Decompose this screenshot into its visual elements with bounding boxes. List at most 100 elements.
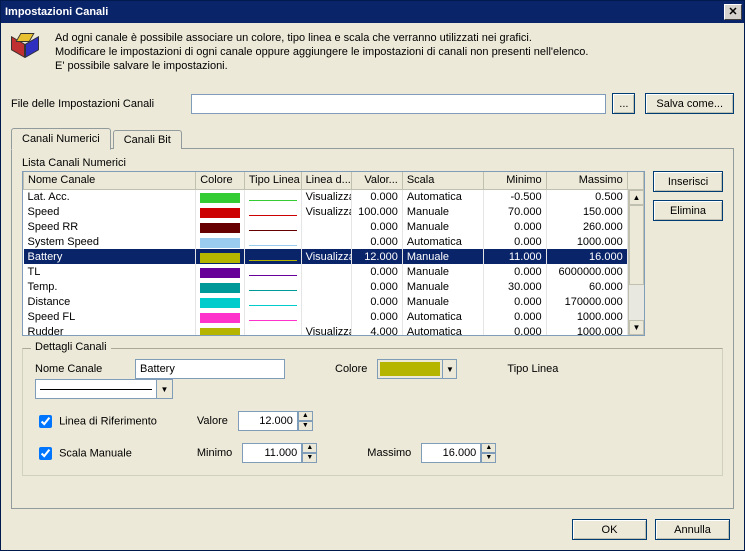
manual-scale-check[interactable] [39,447,52,460]
column-header[interactable]: Nome Canale [24,172,196,189]
table-cell: 60.000 [546,279,627,294]
table-cell: 0.000 [483,264,546,279]
table-row[interactable]: Distance0.000Manuale0.000170000.000 [24,294,644,309]
column-header[interactable]: Linea d... [301,172,352,189]
delete-button[interactable]: Elimina [653,200,723,221]
save-as-button[interactable]: Salva come... [645,93,734,114]
min-spinner[interactable]: ▲ ▼ [242,443,317,463]
grid-area: Nome CanaleColoreTipo LineaLinea d...Val… [22,171,645,336]
table-cell: 12.000 [352,249,403,264]
window-title: Impostazioni Canali [5,6,724,18]
table-row[interactable]: Speed FL0.000Automatica0.0001000.000 [24,309,644,324]
column-header[interactable]: Valor... [352,172,403,189]
table-row[interactable]: Lat. Acc.Visualizza0.000Automatica-0.500… [24,189,644,204]
file-label: File delle Impostazioni Canali [11,98,191,110]
table-cell: 0.000 [352,219,403,234]
min-label: Minimo [197,447,232,459]
max-spinner[interactable]: ▲ ▼ [421,443,496,463]
table-cell [244,264,301,279]
spin-down-icon[interactable]: ▼ [298,421,313,431]
line-type-combo[interactable]: ▼ [35,379,173,399]
spin-up-icon[interactable]: ▲ [298,411,313,421]
table-cell [301,279,352,294]
ok-button[interactable]: OK [572,519,647,540]
manual-scale-checkbox[interactable]: Scala Manuale [35,444,132,463]
line-type-value [36,380,156,398]
table-row[interactable]: TL0.000Manuale0.0006000000.000 [24,264,644,279]
cancel-button[interactable]: Annulla [655,519,730,540]
chevron-down-icon[interactable]: ▼ [156,380,172,398]
vertical-scrollbar[interactable]: ▲ ▼ [628,190,644,335]
max-input[interactable] [421,443,481,463]
table-row[interactable]: System Speed0.000Automatica0.0001000.000 [24,234,644,249]
column-header[interactable]: Tipo Linea [244,172,301,189]
scroll-down-icon[interactable]: ▼ [629,320,644,335]
max-label: Massimo [367,447,411,459]
intro-line: E' possibile salvare le impostazioni. [55,59,588,73]
table-cell: Speed RR [24,219,196,234]
spin-up-icon[interactable]: ▲ [302,443,317,453]
chevron-down-icon[interactable]: ▼ [442,360,456,378]
scroll-up-icon[interactable]: ▲ [629,190,644,205]
table-cell: 11.000 [483,249,546,264]
close-button[interactable]: ✕ [724,4,742,20]
column-header[interactable]: Massimo [546,172,627,189]
table-cell [196,234,245,249]
table-cell [301,234,352,249]
table-cell: 16.000 [546,249,627,264]
reference-line-checkbox[interactable]: Linea di Riferimento [35,412,157,431]
scroll-thumb[interactable] [629,205,644,285]
channel-grid[interactable]: Nome CanaleColoreTipo LineaLinea d...Val… [22,171,645,336]
table-cell: 170000.000 [546,294,627,309]
spin-down-icon[interactable]: ▼ [481,453,496,463]
file-path-input[interactable] [191,94,606,114]
table-cell [196,204,245,219]
table-cell: 0.000 [352,234,403,249]
table-row[interactable]: SpeedVisualizza100.000Manuale70.000150.0… [24,204,644,219]
manual-scale-label: Scala Manuale [59,447,132,459]
table-cell [196,279,245,294]
tab-numeric-channels[interactable]: Canali Numerici [11,128,111,150]
tab-bit-channels[interactable]: Canali Bit [113,130,182,149]
column-header[interactable]: Scala [402,172,483,189]
table-cell: 6000000.000 [546,264,627,279]
table-cell [244,309,301,324]
details-group: Dettagli Canali Nome Canale Colore ▼ Tip… [22,348,723,476]
column-header[interactable]: Minimo [483,172,546,189]
browse-button[interactable]: ... [612,93,635,114]
reference-line-label: Linea di Riferimento [59,415,157,427]
reference-line-check[interactable] [39,415,52,428]
spin-down-icon[interactable]: ▼ [302,453,317,463]
table-cell [196,189,245,204]
table-cell: 100.000 [352,204,403,219]
table-cell [244,249,301,264]
tabstrip: Canali Numerici Canali Bit [11,128,734,149]
table-cell: Automatica [402,234,483,249]
table-cell: 70.000 [483,204,546,219]
dialog-window: Impostazioni Canali ✕ Ad ogni canale è p… [0,0,745,551]
table-row[interactable]: BatteryVisualizza12.000Manuale11.00016.0… [24,249,644,264]
table-cell [244,204,301,219]
color-picker[interactable]: ▼ [377,359,457,379]
column-header[interactable]: Colore [196,172,245,189]
value-label: Valore [197,415,228,427]
table-row[interactable]: Temp.0.000Manuale30.00060.000 [24,279,644,294]
value-input[interactable] [238,411,298,431]
insert-button[interactable]: Inserisci [653,171,723,192]
table-cell: 1000.000 [546,324,627,336]
table-cell: Automatica [402,324,483,336]
value-spinner[interactable]: ▲ ▼ [238,411,313,431]
table-row[interactable]: RudderVisualizza4.000Automatica0.0001000… [24,324,644,336]
channel-name-input[interactable] [135,359,285,379]
table-cell [244,324,301,336]
table-cell: 1000.000 [546,309,627,324]
spin-up-icon[interactable]: ▲ [481,443,496,453]
table-cell: Lat. Acc. [24,189,196,204]
table-cell [196,264,245,279]
table-cell: 1000.000 [546,234,627,249]
table-row[interactable]: Speed RR0.000Manuale0.000260.000 [24,219,644,234]
spinner-buttons: ▲ ▼ [298,411,313,431]
table-cell: 0.000 [352,309,403,324]
table-cell: Automatica [402,309,483,324]
min-input[interactable] [242,443,302,463]
